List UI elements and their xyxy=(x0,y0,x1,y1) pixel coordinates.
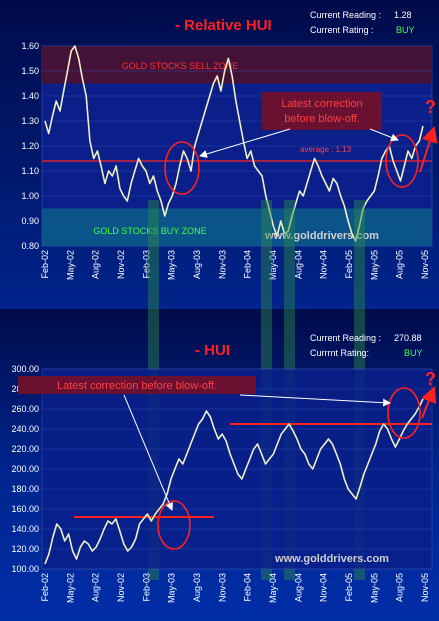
x-tick-label: Feb-05 xyxy=(344,573,354,602)
correction-circle-left-2 xyxy=(157,500,191,550)
rating-label-2: Currrnt Rating: xyxy=(310,348,369,358)
rating-value-2: BUY xyxy=(404,348,423,358)
y-tick-label: 1.10 xyxy=(21,166,39,176)
rating-label-1: Current Rating : xyxy=(310,25,374,35)
blowoff-arrow-1 xyxy=(419,126,438,173)
reading-label-1: Current Reading : xyxy=(310,10,381,20)
x-tick-label: Aug-02 xyxy=(91,573,101,602)
y-tick-label: 100.00 xyxy=(11,564,39,574)
x-tick-label: Feb-02 xyxy=(40,573,50,602)
chart-title-1: - Relative HUI xyxy=(175,17,272,34)
x-tick-labels-1: Feb-02 May-02 Aug-02 Nov-02 Feb-03 May-03 Aug-… xyxy=(40,250,430,280)
x-tick-label: Nov-03 xyxy=(217,250,227,279)
y-tick-label: 0.80 xyxy=(21,241,39,251)
rating-value-1: BUY xyxy=(396,25,415,35)
x-tick-label: May-05 xyxy=(369,250,379,280)
x-tick-label: May-03 xyxy=(167,250,177,280)
relative-hui-series xyxy=(44,45,424,242)
y-tick-label: 200.00 xyxy=(11,464,39,474)
y-tick-label: 260.00 xyxy=(11,404,39,414)
y-tick-label: 1.00 xyxy=(21,191,39,201)
question-mark-2: ? xyxy=(425,369,436,389)
x-tick-label: Nov-04 xyxy=(319,573,329,602)
y-tick-label: 1.50 xyxy=(21,66,39,76)
y-tick-label: 240.00 xyxy=(11,424,39,434)
chart-title-2: - HUI xyxy=(195,342,230,359)
x-tick-label: Aug-04 xyxy=(293,573,303,602)
buy-zone xyxy=(42,208,432,246)
hui-chart: 300.00280.00260.00240.00220.00200.00180.… xyxy=(11,333,437,603)
x-tick-label: Nov-02 xyxy=(116,573,126,602)
correction-circle-right xyxy=(385,134,419,188)
watermark-1: www.golddrivers.com xyxy=(264,230,379,242)
buy-zone-label: GOLD STOCKS BUY ZONE xyxy=(93,226,206,236)
callout-arrow-1a xyxy=(199,128,291,158)
x-tick-label: Aug-05 xyxy=(395,573,405,602)
callout-arrow-1b xyxy=(369,128,399,142)
x-tick-label: Nov-05 xyxy=(420,250,430,279)
average-label: average : 1.13 xyxy=(300,145,352,154)
x-tick-label: Feb-04 xyxy=(243,250,253,279)
x-tick-label: May-02 xyxy=(65,573,75,603)
callout-text-1a: Latest correction xyxy=(281,98,362,110)
x-tick-label: Feb-05 xyxy=(344,250,354,279)
callout-box-1 xyxy=(262,92,382,130)
y-tick-label: 220.00 xyxy=(11,444,39,454)
x-tick-label: May-04 xyxy=(268,573,278,603)
y-tick-label: 1.60 xyxy=(21,41,39,51)
x-tick-label: Aug-03 xyxy=(192,250,202,279)
y-tick-label: 1.40 xyxy=(21,91,39,101)
x-tick-label: Nov-05 xyxy=(420,573,430,602)
watermark-2: www.golddrivers.com xyxy=(274,553,389,565)
reading-value-2: 270.88 xyxy=(394,333,422,343)
y-tick-label: 180.00 xyxy=(11,484,39,494)
callout-arrow-2b xyxy=(239,394,391,407)
sell-zone-label: GOLD STOCKS SELL ZONE xyxy=(122,61,239,71)
callout-box-2 xyxy=(18,376,256,394)
correction-circle-left xyxy=(164,141,200,195)
x-tick-label: Aug-02 xyxy=(91,250,101,279)
sell-zone xyxy=(42,46,432,84)
x-tick-label: Nov-03 xyxy=(217,573,227,602)
y-tick-label: 140.00 xyxy=(11,524,39,534)
y-tick-label: 160.00 xyxy=(11,504,39,514)
x-tick-label: Feb-03 xyxy=(141,250,151,279)
blowoff-arrow-2 xyxy=(421,386,437,419)
y-tick-label: 1.20 xyxy=(21,141,39,151)
correction-circle-right-2 xyxy=(387,387,421,439)
x-tick-label: Nov-02 xyxy=(116,250,126,279)
y-tick-label: 0.90 xyxy=(21,216,39,226)
x-tick-labels-2: Feb-02 May-02 Aug-02 Nov-02 Feb-03 May-03 Aug-… xyxy=(40,573,430,603)
y-tick-labels-1: 1.60 1.50 1.40 1.30 1.20 1.10 1.00 0.90 0.80 xyxy=(21,41,39,251)
y-tick-label: 1.30 xyxy=(21,116,39,126)
x-tick-label: Feb-02 xyxy=(40,250,50,279)
question-mark-1: ? xyxy=(425,97,436,117)
y-tick-label: 300.00 xyxy=(11,364,39,374)
reading-label-2: Current Reading : xyxy=(310,333,381,343)
x-tick-label: May-05 xyxy=(369,573,379,603)
x-tick-label: May-02 xyxy=(65,250,75,280)
x-tick-label: Aug-05 xyxy=(395,250,405,279)
x-tick-label: Nov-04 xyxy=(319,250,329,279)
y-tick-label: 120.00 xyxy=(11,544,39,554)
callout-text-2: Latest correction before blow-off. xyxy=(57,380,217,392)
x-tick-label: Aug-03 xyxy=(192,573,202,602)
callout-text-1b: before blow-off. xyxy=(284,113,360,125)
hui-series xyxy=(44,398,424,565)
reading-value-1: 1.28 xyxy=(394,10,412,20)
x-tick-label: Feb-03 xyxy=(141,573,151,602)
x-tick-label: Feb-04 xyxy=(243,573,253,602)
callout-arrow-2a xyxy=(123,394,173,511)
x-tick-label: Aug-04 xyxy=(293,250,303,279)
relative-hui-chart: 1.60 1.50 1.40 1.30 1.20 1.10 1.00 0.90 0.80 Feb… xyxy=(21,10,438,280)
x-tick-label: May-04 xyxy=(268,250,278,280)
x-tick-label: May-03 xyxy=(167,573,177,603)
